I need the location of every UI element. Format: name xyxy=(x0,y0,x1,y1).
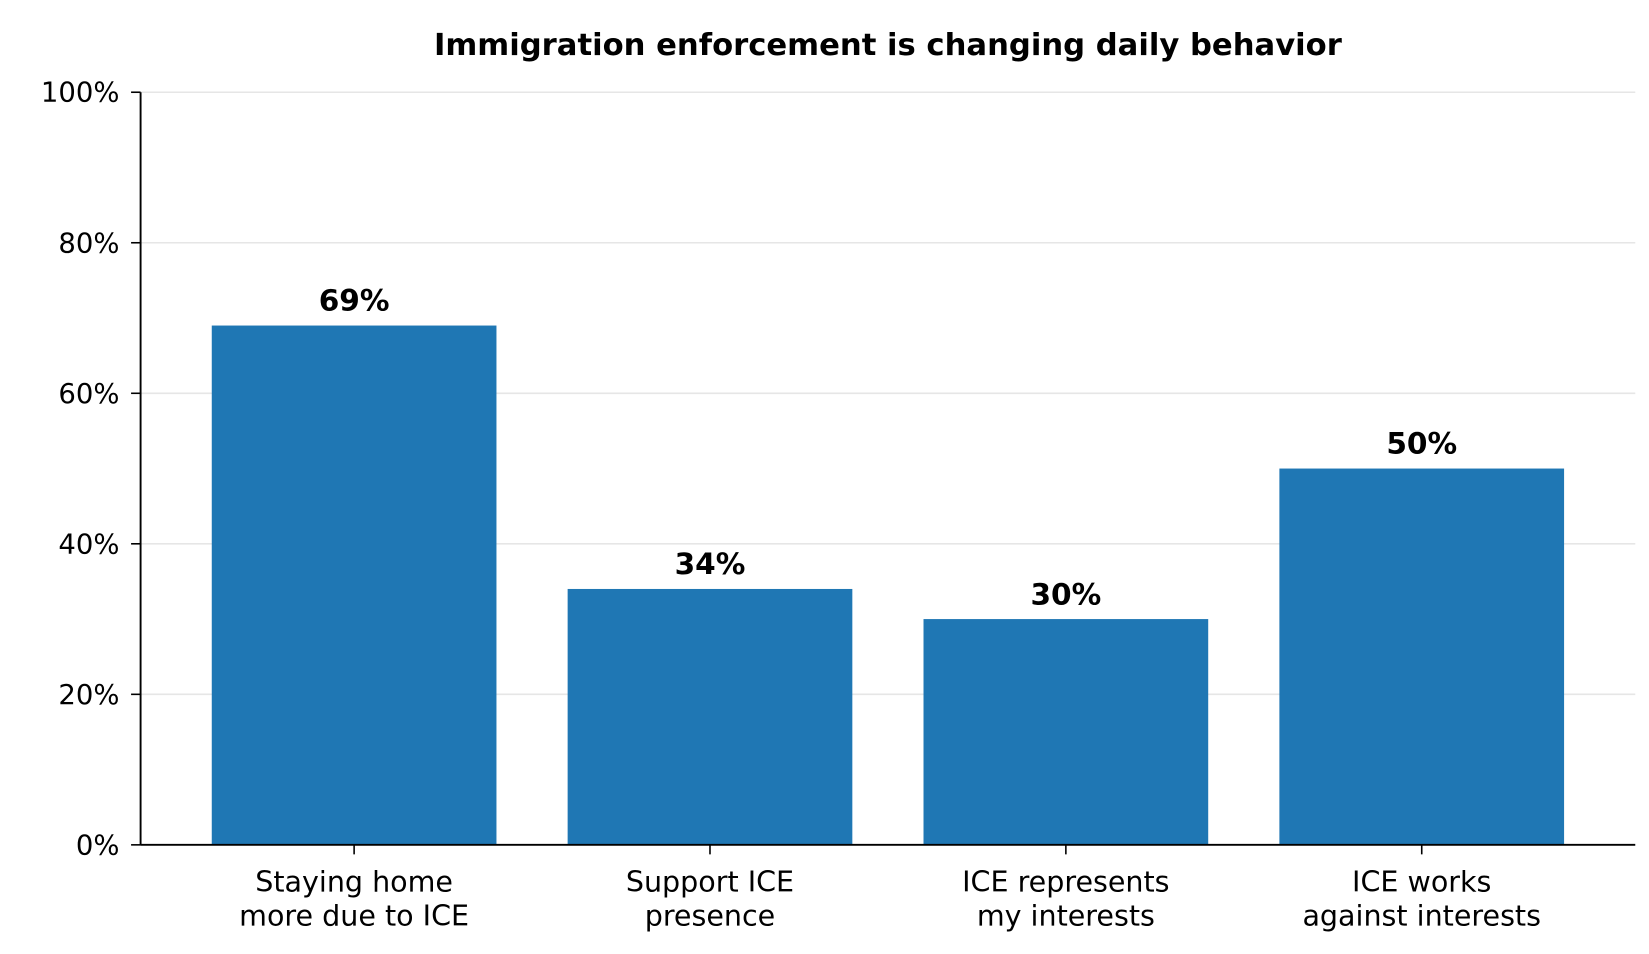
x-tick-label: Staying home more due to ICE xyxy=(239,865,469,932)
y-tick-label: 20% xyxy=(58,679,119,711)
y-tick-label: 100% xyxy=(41,77,120,109)
y-tick-label: 60% xyxy=(58,378,119,410)
y-tick-label: 40% xyxy=(58,528,119,560)
bar xyxy=(211,325,497,845)
y-tick-label: 0% xyxy=(76,829,120,861)
value-label: 50% xyxy=(1386,427,1457,461)
x-tick-label: ICE works against interests xyxy=(1302,865,1541,932)
chart-title: Immigration enforcement is changing dail… xyxy=(434,28,1343,63)
bar xyxy=(1279,468,1565,845)
x-tick-label: Support ICE presence xyxy=(626,865,794,932)
value-label: 69% xyxy=(319,284,390,318)
y-tick-label: 80% xyxy=(58,227,119,259)
value-label: 34% xyxy=(675,547,746,581)
bar xyxy=(923,619,1209,845)
x-tick-label: ICE represents my interests xyxy=(962,865,1169,932)
bar xyxy=(567,588,853,845)
value-label: 30% xyxy=(1030,577,1101,611)
